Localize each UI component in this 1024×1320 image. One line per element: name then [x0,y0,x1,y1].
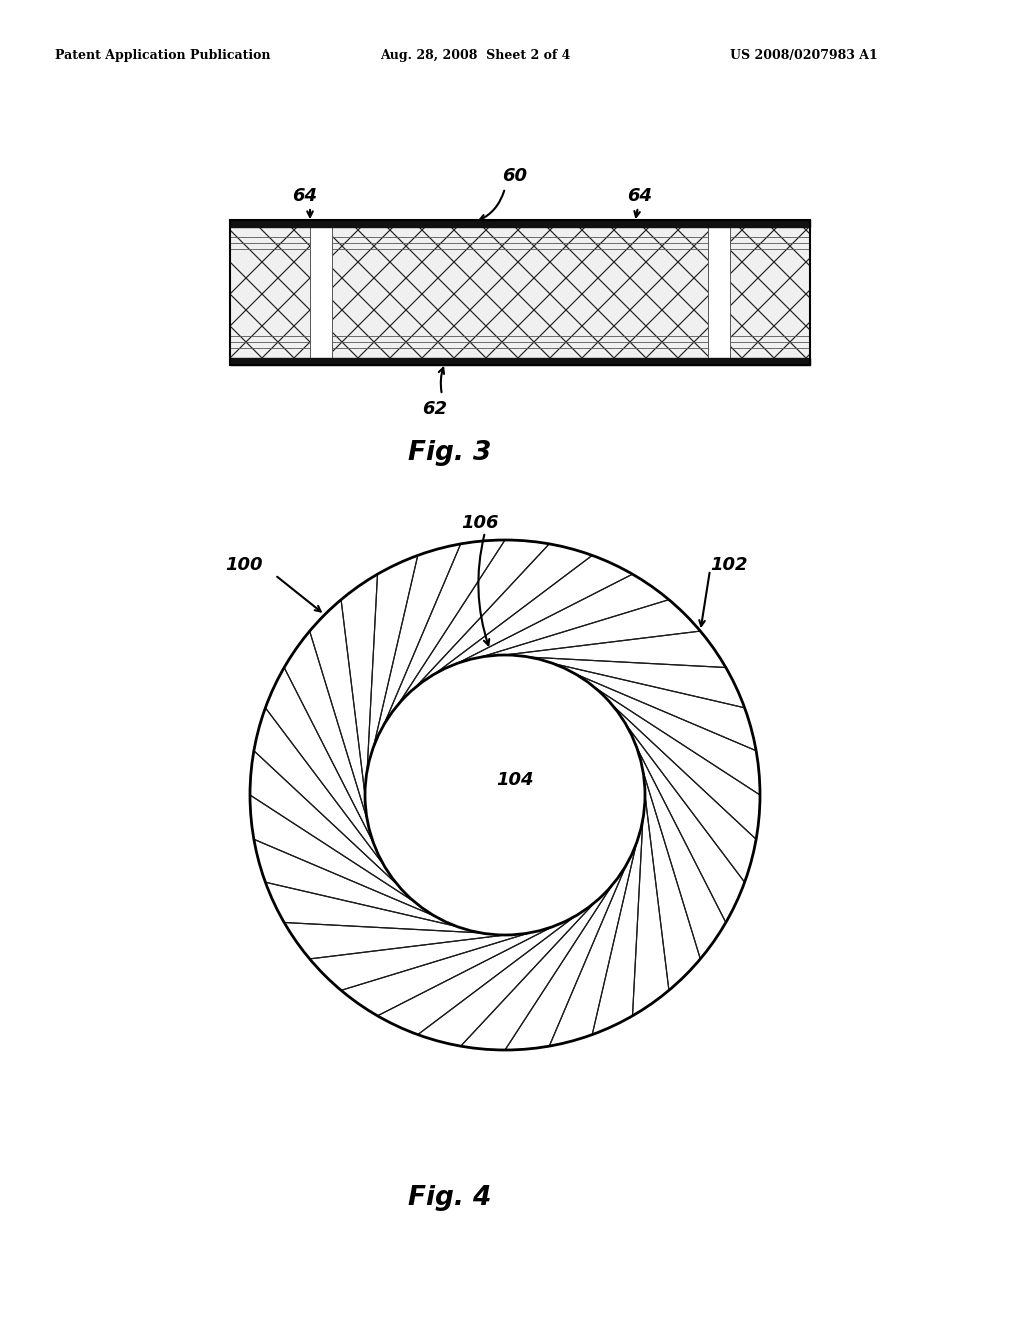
Circle shape [365,655,645,935]
Text: 64: 64 [628,187,652,205]
Bar [230,220,810,366]
Text: 62: 62 [423,400,447,418]
Text: 100: 100 [225,556,262,574]
Text: 64: 64 [293,187,317,205]
Text: US 2008/0207983 A1: US 2008/0207983 A1 [730,49,878,62]
Text: Fig. 3: Fig. 3 [409,440,492,466]
Bar [230,358,810,366]
Circle shape [250,540,760,1049]
Bar [230,220,810,366]
Bar [230,220,810,227]
Text: 106: 106 [461,513,499,532]
Bar [708,227,730,358]
Text: Fig. 4: Fig. 4 [409,1185,492,1210]
Text: 102: 102 [710,556,748,574]
Text: Patent Application Publication: Patent Application Publication [55,49,270,62]
Text: Aug. 28, 2008  Sheet 2 of 4: Aug. 28, 2008 Sheet 2 of 4 [380,49,570,62]
Text: 104: 104 [497,771,534,789]
Bar [310,227,332,358]
Text: 60: 60 [503,168,527,185]
